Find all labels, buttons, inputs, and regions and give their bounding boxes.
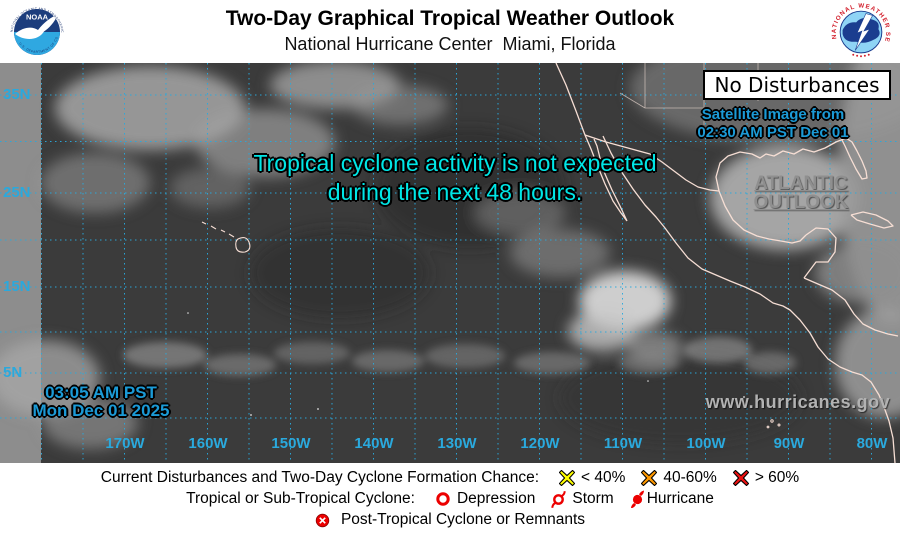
gt60-label: > 60% [754, 469, 800, 486]
atlantic-outlook-link-line1: ATLANTIC [754, 173, 848, 194]
nws-logo[interactable]: NATIONAL WEATHER SERVICE [829, 1, 893, 63]
legend-item-depression: Depression [435, 490, 535, 508]
hawaii-islands [201, 221, 251, 253]
formation-chance-label: Current Disturbances and Two-Day Cyclone… [100, 469, 539, 486]
depression-icon [436, 492, 450, 506]
lon-label-140w: 140W [354, 435, 394, 452]
lon-label-90w: 90W [773, 435, 805, 452]
page-subtitle: National Hurricane Center Miami, Florida [284, 34, 616, 54]
outlook-message-line2: during the next 48 hours. [327, 179, 583, 205]
legend-row-formation-chance: Current Disturbances and Two-Day Cyclone… [0, 468, 900, 488]
status-badge: No Disturbances [703, 70, 891, 100]
lat-label-5n: 5N [3, 364, 23, 381]
satellite-image [0, 63, 900, 463]
mid-chance-label: 40-60% [663, 469, 717, 486]
graticule-grid [0, 63, 900, 463]
coastlines [201, 63, 899, 463]
tropical-storm-icon [551, 491, 567, 508]
legend: Current Disturbances and Two-Day Cyclone… [0, 463, 900, 533]
nws-stars [852, 53, 870, 58]
outlook-message-line1: Tropical cyclone activity is not expecte… [253, 150, 657, 176]
post-tropical-icon [315, 513, 330, 527]
lon-label-170w: 170W [105, 435, 145, 452]
x-red-icon [732, 470, 749, 486]
atlantic-outlook-link-line2: OUTLOOK [753, 192, 849, 213]
legend-row-cyclone-types: Tropical or Sub-Tropical Cyclone: Depres… [0, 489, 900, 509]
lon-label-100w: 100W [686, 435, 726, 452]
legend-item-40-60: 40-60% [641, 469, 717, 487]
x-yellow-icon [559, 470, 575, 486]
itcz-cloud-band [123, 337, 796, 376]
cloud-texture [0, 63, 900, 449]
nws-lightning-icon [854, 13, 874, 51]
lon-label-130w: 130W [437, 435, 477, 452]
legend-item-hurricane: Hurricane [630, 490, 714, 508]
issued-timestamp-line1: 03:05 AM PST [45, 383, 157, 402]
lt40-label: < 40% [581, 469, 626, 486]
lon-label-160w: 160W [188, 435, 228, 452]
noise-specks [187, 312, 745, 416]
legend-item-lt40: < 40% [559, 469, 625, 487]
issued-timestamp: 03:05 AM PST Mon Dec 01 2025 [26, 384, 176, 420]
satellite-timestamp: Satellite Image from 02:30 AM PST Dec 01 [658, 106, 888, 142]
issued-timestamp-line2: Mon Dec 01 2025 [32, 401, 170, 420]
lon-label-150w: 150W [271, 435, 311, 452]
hurricanes-gov-watermark: www.hurricanes.gov [705, 392, 891, 412]
galapagos-islands [766, 419, 781, 429]
post-tropical-label: Post-Tropical Cyclone or Remnants [340, 511, 586, 528]
satellite-timestamp-line1: Satellite Image from [701, 106, 845, 123]
satellite-outlook-map: 35N 25N 15N 5N 170W 160W 150W 140W 130W … [0, 63, 900, 463]
storm-label: Storm [572, 490, 614, 507]
noaa-acronym: NOAA [26, 13, 49, 22]
page-title: Two-Day Graphical Tropical Weather Outlo… [225, 7, 675, 30]
legend-item-storm: Storm [551, 490, 614, 508]
noaa-seagull-icon [15, 14, 58, 39]
lon-label-110w: 110W [603, 435, 643, 452]
legend-item-gt60: > 60% [732, 469, 800, 487]
depression-label: Depression [456, 490, 536, 507]
noaa-logo[interactable]: NOAA NATIONAL OCEANIC AND ATMOSPHERIC AD… [8, 3, 66, 61]
legend-item-post-tropical: Post-Tropical Cyclone or Remnants [315, 511, 585, 529]
satellite-timestamp-line2: 02:30 AM PST Dec 01 [697, 124, 849, 141]
lat-label-25n: 25N [3, 184, 31, 201]
atlantic-outlook-link[interactable]: ATLANTIC OUTLOOK [745, 174, 857, 212]
cyclone-type-label: Tropical or Sub-Tropical Cyclone: [186, 490, 415, 507]
x-orange-icon [641, 470, 658, 486]
header: NOAA NATIONAL OCEANIC AND ATMOSPHERIC AD… [0, 0, 900, 63]
legend-row-post-tropical: Post-Tropical Cyclone or Remnants [0, 510, 900, 530]
lon-label-120w: 120W [520, 435, 560, 452]
lat-label-15n: 15N [3, 278, 31, 295]
hurricane-icon [630, 490, 644, 508]
lon-label-80w: 80W [856, 435, 888, 452]
outlook-message: Tropical cyclone activity is not expecte… [0, 149, 900, 207]
hurricane-label: Hurricane [646, 490, 714, 507]
lat-label-35n: 35N [3, 86, 31, 103]
